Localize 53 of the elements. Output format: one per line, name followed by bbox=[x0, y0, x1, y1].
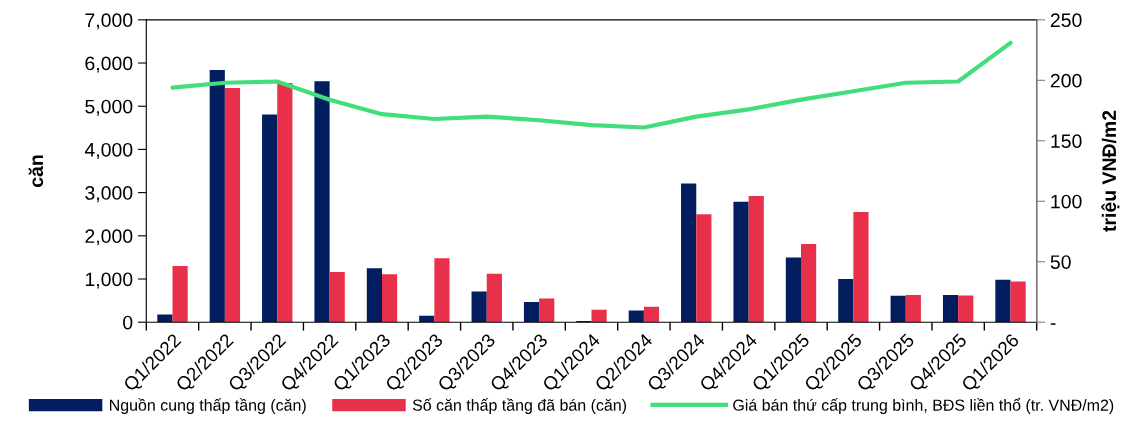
y-tick-label: 5,000 bbox=[85, 99, 133, 116]
bar bbox=[905, 294, 921, 323]
bar bbox=[643, 306, 660, 323]
bar bbox=[628, 310, 644, 323]
bar bbox=[224, 88, 241, 323]
bar bbox=[471, 291, 487, 323]
y-tick-label: 2,000 bbox=[85, 229, 133, 246]
y-tick-label: 6,000 bbox=[85, 56, 133, 73]
y2-tick-label: 250 bbox=[1050, 13, 1082, 28]
bar bbox=[890, 295, 906, 323]
bar bbox=[838, 279, 854, 323]
bar bbox=[539, 298, 555, 323]
bar bbox=[1010, 281, 1026, 323]
y2-axis-title: triệu VNĐ/m2 bbox=[1101, 110, 1120, 232]
bar bbox=[681, 183, 697, 323]
bar bbox=[523, 301, 540, 323]
bar bbox=[748, 196, 764, 323]
bar bbox=[329, 272, 345, 323]
bar bbox=[314, 81, 330, 323]
y-tick-label: 3,000 bbox=[85, 186, 133, 203]
bar bbox=[366, 268, 382, 323]
bar bbox=[733, 201, 749, 323]
bar bbox=[209, 69, 225, 323]
bar bbox=[419, 315, 435, 323]
y-axis-title: căn bbox=[28, 155, 44, 188]
bar bbox=[853, 212, 869, 323]
legend-label: Nguồn cung thấp tầng (căn) bbox=[110, 398, 306, 414]
line-series bbox=[170, 40, 1013, 130]
bar bbox=[486, 273, 502, 323]
y2-tick-label: 50 bbox=[1050, 255, 1071, 269]
y-tick-label: 7,000 bbox=[85, 13, 133, 30]
y2-tick-label: 200 bbox=[1050, 73, 1082, 88]
bar bbox=[262, 114, 278, 323]
bar bbox=[172, 266, 188, 323]
bar bbox=[801, 244, 817, 323]
bar bbox=[277, 82, 293, 323]
bar bbox=[434, 258, 450, 323]
bar bbox=[785, 257, 802, 323]
bar bbox=[995, 279, 1011, 323]
bar bbox=[696, 214, 712, 323]
bar bbox=[942, 294, 959, 323]
y2-tick-label: 150 bbox=[1051, 134, 1082, 149]
y-tick-label: 1,000 bbox=[85, 272, 133, 289]
bar bbox=[591, 309, 607, 323]
bar bbox=[157, 314, 173, 323]
legend-label: Số căn thấp tầng đã bán (căn) bbox=[412, 398, 627, 414]
bar bbox=[382, 274, 398, 323]
y2-tick-label: 100 bbox=[1051, 194, 1082, 209]
y-tick-label: 4,000 bbox=[84, 142, 133, 159]
y2-tick-label: - bbox=[1050, 323, 1056, 325]
y-tick-label: 0 bbox=[123, 315, 133, 330]
legend-label: Giá bán thứ cấp trung bình, BĐS liền thổ (tr. VNĐ/m2) bbox=[733, 397, 1114, 414]
bar bbox=[958, 295, 974, 323]
